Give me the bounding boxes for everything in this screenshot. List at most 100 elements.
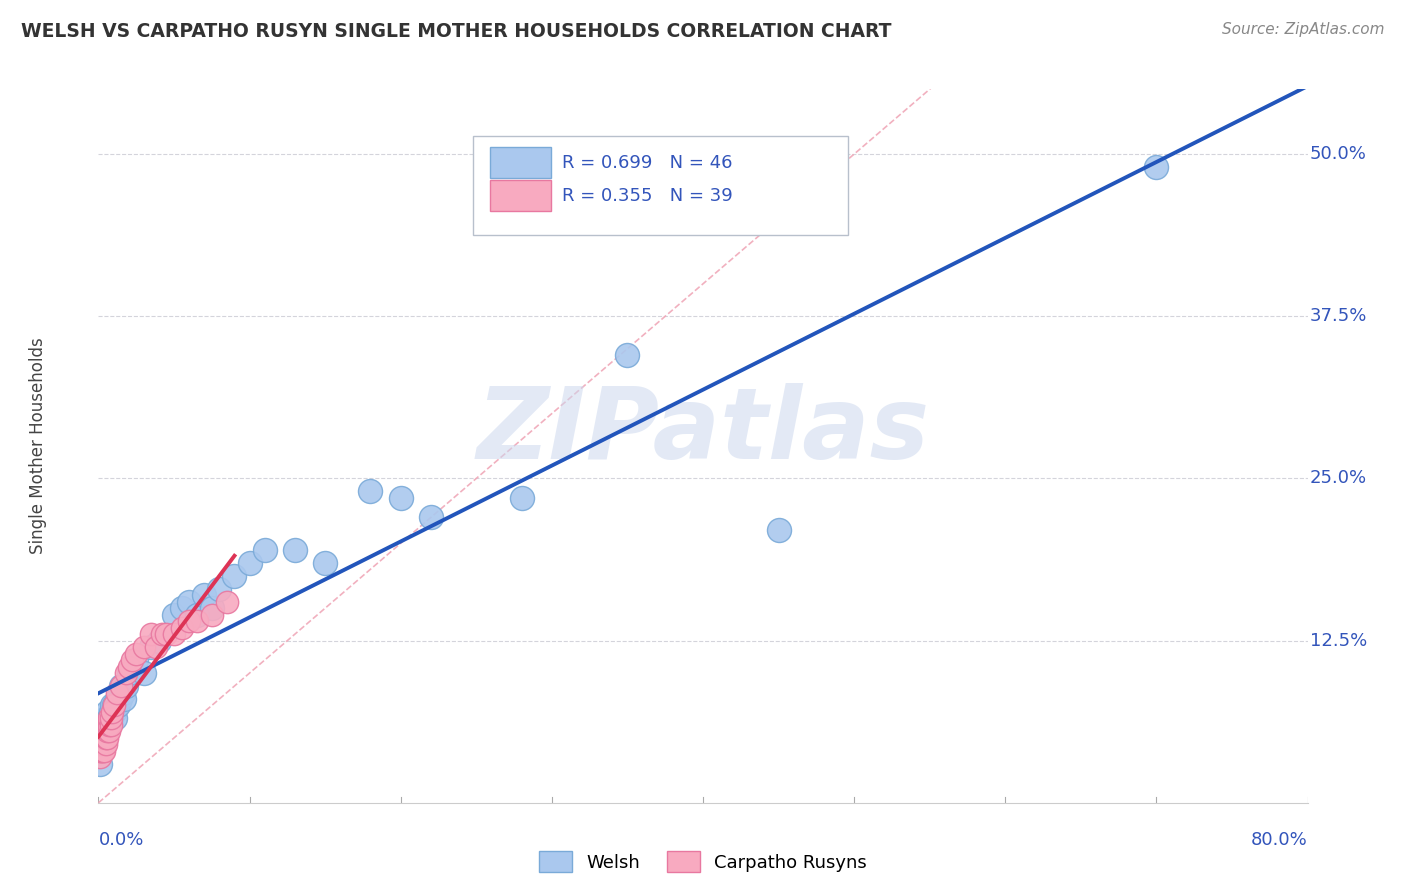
Point	[125, 647, 148, 661]
Point	[419, 510, 441, 524]
Point	[177, 614, 201, 628]
Point	[104, 711, 127, 725]
Point	[103, 705, 125, 719]
Point	[118, 659, 141, 673]
Point	[193, 588, 215, 602]
Point	[284, 542, 307, 557]
Legend: Welsh, Carpatho Rusyns: Welsh, Carpatho Rusyns	[531, 844, 875, 880]
Text: 12.5%: 12.5%	[1310, 632, 1367, 649]
Point	[100, 705, 122, 719]
Point	[208, 582, 231, 596]
Point	[96, 731, 118, 745]
Point	[111, 685, 134, 699]
Point	[141, 640, 163, 654]
Text: WELSH VS CARPATHO RUSYN SINGLE MOTHER HOUSEHOLDS CORRELATION CHART: WELSH VS CARPATHO RUSYN SINGLE MOTHER HO…	[21, 22, 891, 41]
Point	[94, 718, 117, 732]
Point	[1144, 160, 1167, 174]
Point	[91, 738, 114, 752]
Point	[201, 601, 224, 615]
Text: 50.0%: 50.0%	[1310, 145, 1367, 163]
Text: Source: ZipAtlas.com: Source: ZipAtlas.com	[1222, 22, 1385, 37]
Text: R = 0.355   N = 39: R = 0.355 N = 39	[561, 186, 733, 204]
FancyBboxPatch shape	[491, 147, 551, 178]
Point	[145, 640, 167, 654]
Point	[110, 679, 132, 693]
Text: Single Mother Households: Single Mother Households	[30, 338, 46, 554]
Point	[89, 750, 111, 764]
Point	[253, 542, 276, 557]
Point	[360, 484, 382, 499]
Point	[89, 756, 111, 771]
Point	[98, 711, 121, 725]
Point	[121, 653, 143, 667]
Point	[107, 698, 129, 713]
Point	[114, 679, 136, 693]
Point	[163, 607, 186, 622]
Point	[96, 724, 118, 739]
Point	[201, 607, 224, 622]
Point	[132, 640, 155, 654]
Point	[150, 627, 173, 641]
FancyBboxPatch shape	[474, 136, 848, 235]
Point	[118, 666, 141, 681]
Point	[768, 524, 790, 538]
Point	[100, 718, 122, 732]
Point	[163, 627, 186, 641]
Point	[90, 744, 112, 758]
Point	[94, 738, 117, 752]
Point	[101, 698, 124, 713]
Point	[91, 718, 114, 732]
Point	[93, 724, 115, 739]
Point	[170, 601, 193, 615]
Point	[100, 711, 122, 725]
Point	[141, 627, 163, 641]
Point	[121, 659, 143, 673]
Point	[215, 595, 238, 609]
Point	[105, 692, 128, 706]
Point	[132, 666, 155, 681]
Text: R = 0.699   N = 46: R = 0.699 N = 46	[561, 153, 733, 171]
Point	[314, 556, 336, 570]
Point	[103, 698, 125, 713]
Point	[98, 724, 121, 739]
Point	[224, 568, 246, 582]
Point	[177, 595, 201, 609]
Point	[112, 692, 135, 706]
Point	[94, 718, 117, 732]
Point	[125, 653, 148, 667]
Point	[89, 744, 111, 758]
Point	[94, 711, 117, 725]
Point	[91, 744, 114, 758]
Point	[616, 348, 638, 362]
Point	[96, 705, 118, 719]
Point	[93, 724, 115, 739]
Point	[186, 614, 208, 628]
Point	[239, 556, 262, 570]
Point	[98, 718, 121, 732]
Point	[90, 738, 112, 752]
Text: ZIPatlas: ZIPatlas	[477, 384, 929, 480]
FancyBboxPatch shape	[491, 180, 551, 211]
Point	[108, 692, 131, 706]
Text: 0.0%: 0.0%	[98, 831, 143, 849]
Text: 37.5%: 37.5%	[1310, 307, 1368, 326]
Point	[114, 666, 136, 681]
Text: 80.0%: 80.0%	[1251, 831, 1308, 849]
Point	[93, 744, 115, 758]
Point	[186, 607, 208, 622]
Point	[90, 731, 112, 745]
Point	[101, 705, 124, 719]
Point	[155, 627, 177, 641]
Point	[148, 633, 170, 648]
Point	[170, 621, 193, 635]
Point	[105, 685, 128, 699]
Point	[510, 491, 533, 505]
Text: 25.0%: 25.0%	[1310, 469, 1367, 487]
Point	[389, 491, 412, 505]
Point	[100, 711, 122, 725]
Point	[91, 731, 114, 745]
Point	[98, 711, 121, 725]
Point	[110, 679, 132, 693]
Point	[103, 698, 125, 713]
Point	[93, 731, 115, 745]
